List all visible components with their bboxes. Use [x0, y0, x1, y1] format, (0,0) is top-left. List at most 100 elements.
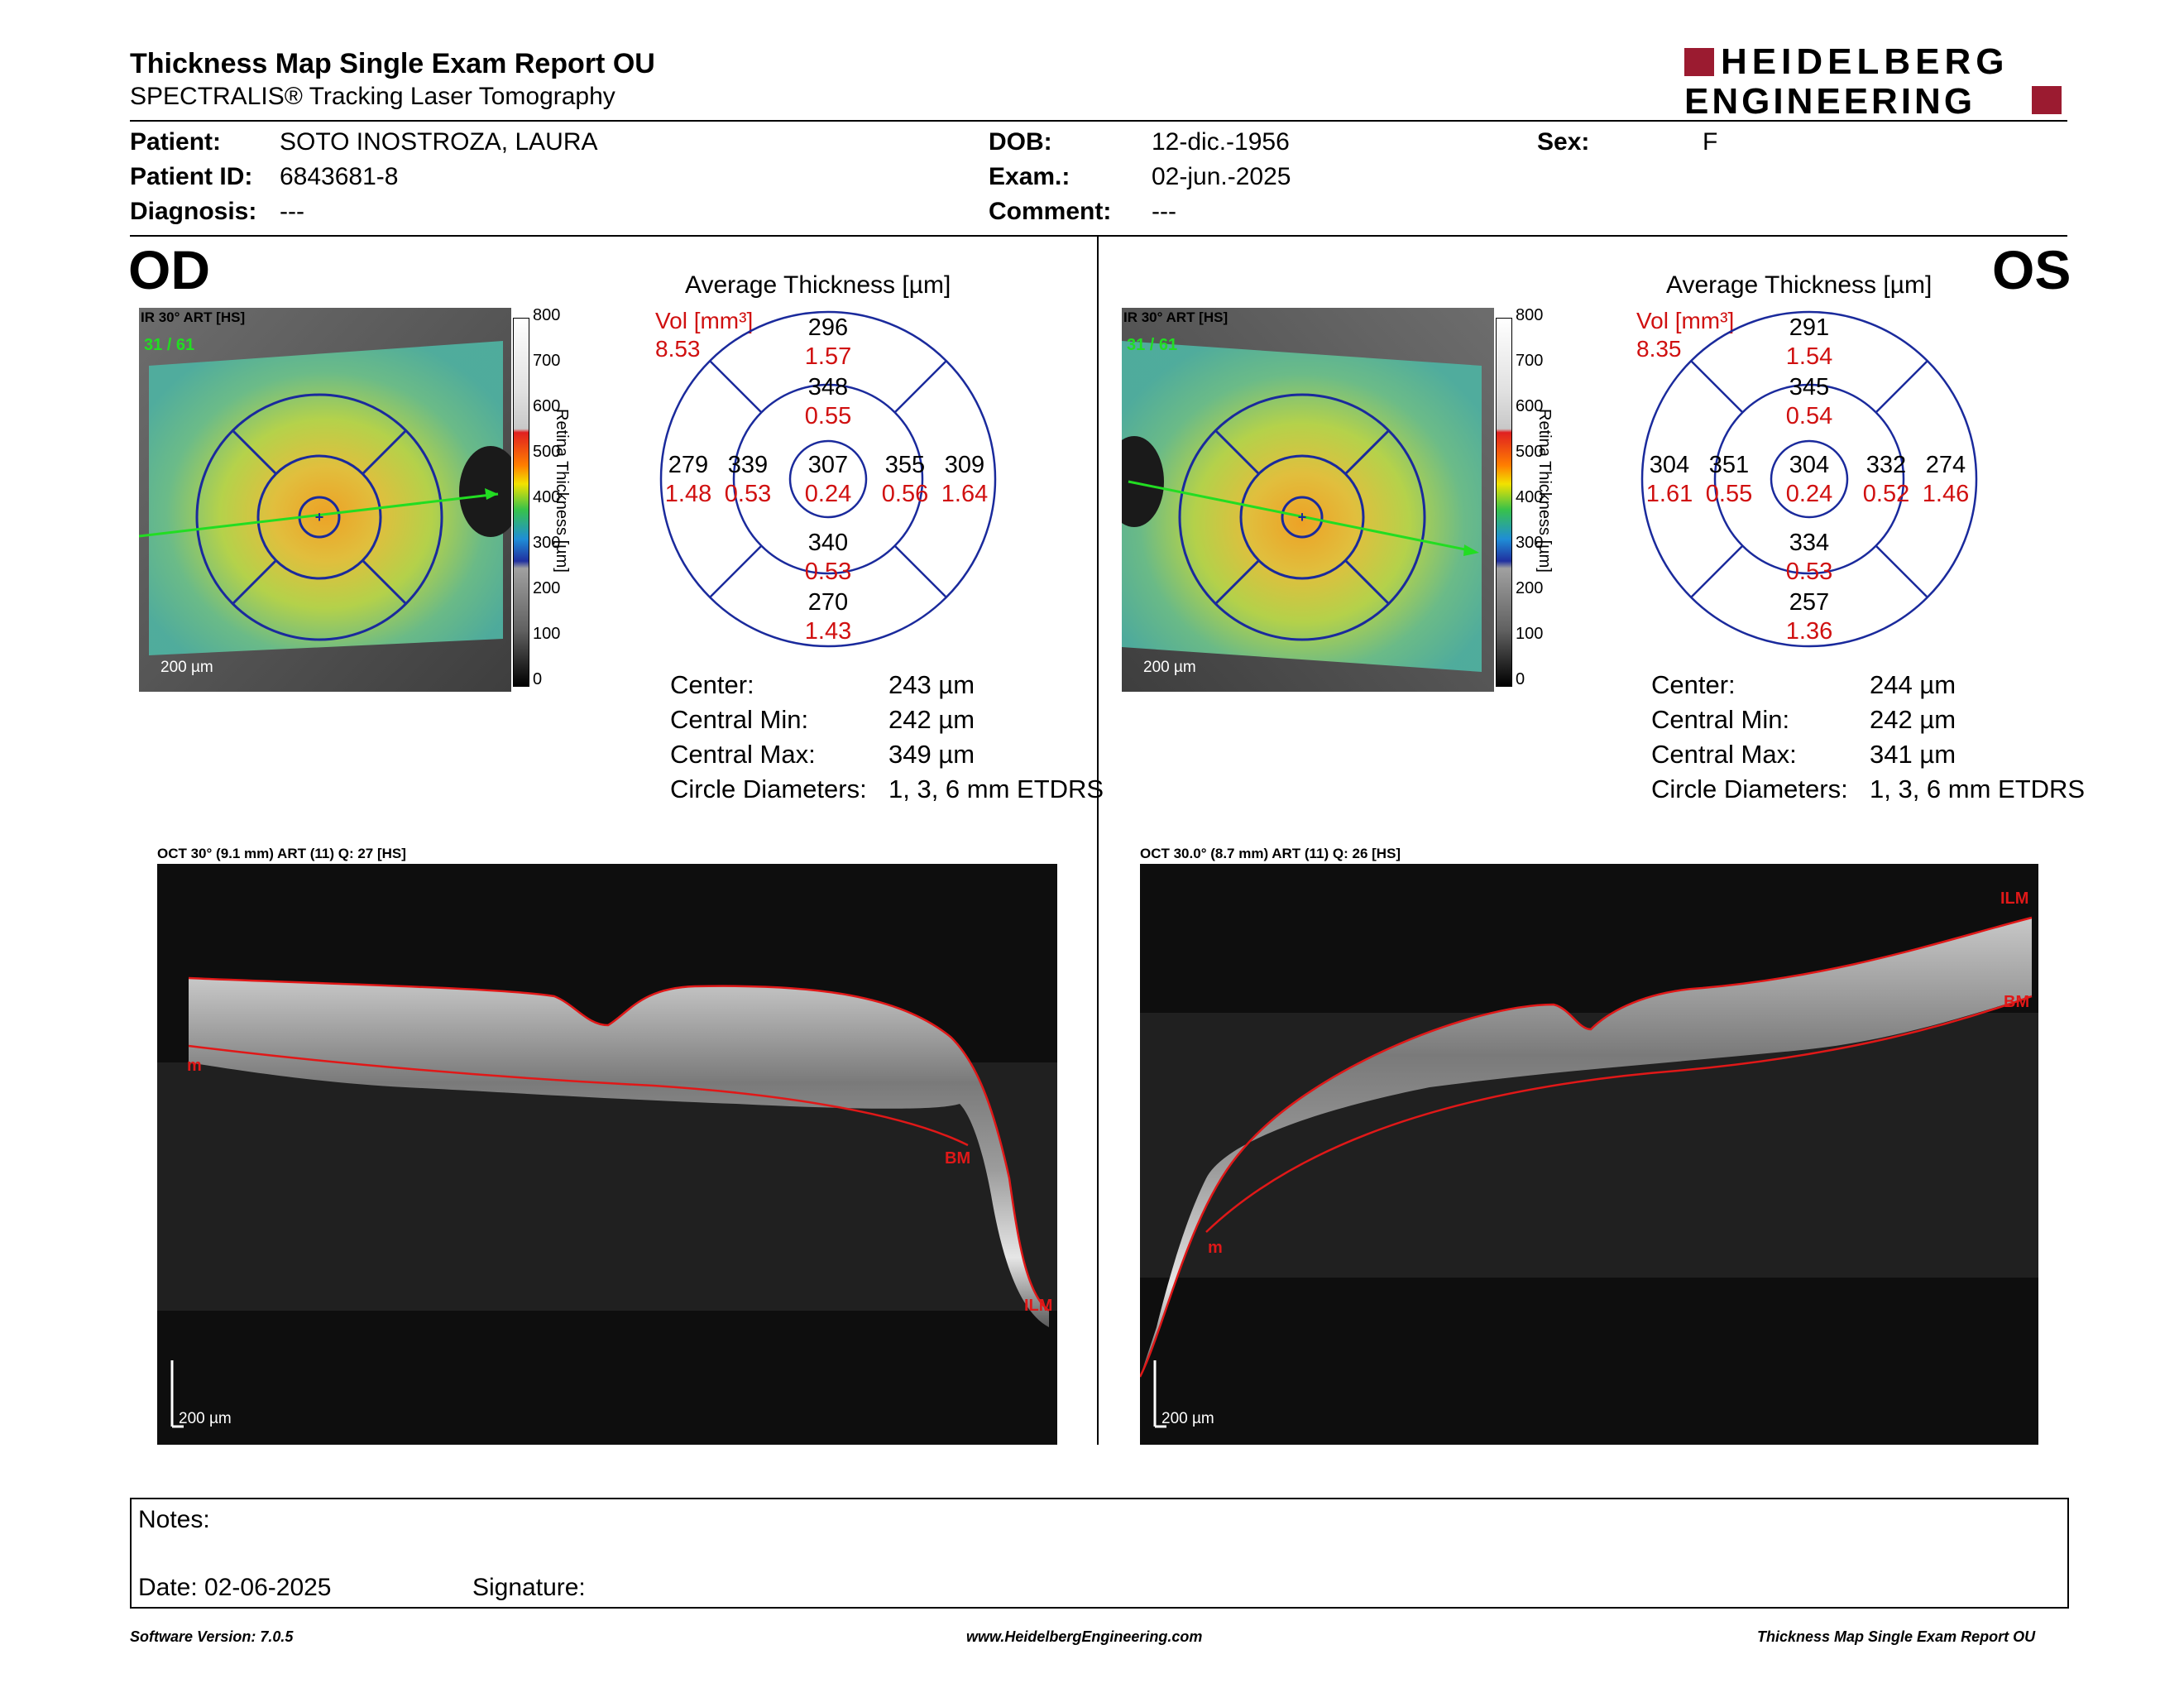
od-center-thick: 307: [807, 452, 849, 478]
tick-800-od: 800: [533, 306, 561, 324]
exam-value: 02-jun.-2025: [1152, 163, 1291, 190]
os-inner-inf-thick: 334: [1789, 530, 1830, 556]
footer-software-version: Software Version: 7.0.5: [130, 1628, 294, 1645]
dob-label: DOB:: [989, 128, 1052, 156]
vol-label-od: Vol [mm³]: [655, 308, 754, 333]
oct-scale-label-os: 200 µm: [1161, 1410, 1214, 1427]
retina-layers-os: [1140, 918, 2032, 1377]
od-outer-temp-vol: 1.48: [664, 481, 712, 507]
footer-website[interactable]: www.HeidelbergEngineering.com: [966, 1628, 1203, 1645]
od-inner-temp-vol: 0.53: [724, 481, 772, 507]
logo-red-square-bottom: [2032, 86, 2062, 114]
os-inner-temp-thick: 351: [1708, 452, 1750, 478]
patient-value: SOTO INOSTROZA, LAURA: [280, 128, 598, 156]
ilm-line-os: [1138, 916, 2033, 1378]
scan-arrow-od: [485, 488, 498, 500]
os-inner-sup-thick: 345: [1789, 374, 1830, 400]
header-divider: [130, 120, 2067, 122]
etdrs-grid-os: [1178, 393, 1426, 641]
ir-label-od: IR 30° ART [HS]: [141, 309, 246, 325]
colorbar-title-od: Retina Thickness [µm]: [553, 409, 571, 573]
tick-400-os: 400: [1516, 488, 1544, 506]
notes-label: Notes:: [138, 1506, 210, 1533]
tick-300-od: 300: [533, 534, 561, 552]
od-stat-max-value: 349 µm: [888, 740, 975, 769]
thickness-heatmap-os: [1122, 341, 1482, 672]
os-inner-temp-vol: 0.55: [1705, 481, 1753, 507]
os-center-thick: 304: [1789, 452, 1830, 478]
os-stat-min-value: 242 µm: [1870, 705, 1956, 734]
tag-ilm-od: ILM: [1024, 1297, 1052, 1315]
colorbar-os: [1496, 318, 1512, 687]
logo-line1: HEIDELBERG: [1721, 41, 2009, 82]
colorbar-ticks-os: 800 700 600 500 400 300 200 100 0: [1516, 306, 1549, 703]
od-inner-temp-thick: 339: [727, 452, 769, 478]
os-outer-nas-thick: 274: [1925, 452, 1966, 478]
report-title: Thickness Map Single Exam Report OU: [130, 48, 655, 79]
od-stat-center-value: 243 µm: [888, 670, 975, 699]
od-stat-max-label: Central Max:: [670, 740, 816, 769]
eye-label-od: OD: [128, 239, 210, 300]
notes-box: Notes: Date: 02-06-2025 Signature:: [130, 1498, 2069, 1609]
od-inner-nas-thick: 355: [884, 452, 926, 478]
tick-400-od: 400: [533, 488, 561, 506]
logo-line2: ENGINEERING: [1684, 81, 1976, 122]
tick-500-os: 500: [1516, 443, 1544, 461]
os-outer-temp-vol: 1.61: [1645, 481, 1693, 507]
bm-line-od: [188, 1044, 969, 1147]
patient-divider: [130, 235, 2067, 237]
od-stat-diam-label: Circle Diameters:: [670, 774, 867, 803]
tick-0-od: 0: [533, 670, 543, 688]
os-inner-sup-vol: 0.54: [1785, 403, 1833, 429]
os-outer-sup-vol: 1.54: [1785, 343, 1833, 370]
os-inner-nas-thick: 332: [1866, 452, 1907, 478]
tick-300-os: 300: [1516, 534, 1544, 552]
os-stat-center-value: 244 µm: [1870, 670, 1956, 699]
tag-ilm-left-od: m: [187, 1057, 202, 1075]
os-stat-min-label: Central Min:: [1651, 705, 1790, 734]
diagnosis-value: ---: [280, 198, 304, 225]
retina-layers-od: [189, 978, 1049, 1327]
os-outer-inf-vol: 1.36: [1785, 618, 1833, 645]
od-outer-inf-thick: 270: [807, 589, 849, 616]
oct-label-od: OCT 30° (9.1 mm) ART (11) Q: 27 [HS]: [157, 846, 406, 861]
comment-value: ---: [1152, 198, 1176, 225]
od-stat-diam-value: 1, 3, 6 mm ETDRS: [888, 774, 1104, 803]
od-stat-min-value: 242 µm: [888, 705, 975, 734]
od-inner-inf-thick: 340: [807, 530, 849, 556]
tick-600-os: 600: [1516, 397, 1544, 415]
frame-counter-os: 31 / 61: [1127, 336, 1178, 354]
patient-label: Patient:: [130, 128, 222, 156]
tick-100-os: 100: [1516, 625, 1544, 643]
scan-line-od: [138, 492, 499, 538]
os-outer-nas-vol: 1.46: [1922, 481, 1970, 507]
os-stat-diam-label: Circle Diameters:: [1651, 774, 1848, 803]
ilm-line-od: [188, 976, 1050, 1312]
signature-label: Signature:: [472, 1574, 586, 1601]
dob-value: 12-dic.-1956: [1152, 128, 1290, 156]
vol-total-os: 8.35: [1636, 336, 1682, 362]
bm-line-os: [1205, 995, 2033, 1233]
vol-label-os: Vol [mm³]: [1636, 308, 1735, 333]
comment-label: Comment:: [989, 198, 1112, 225]
os-stat-max-label: Central Max:: [1651, 740, 1797, 769]
tag-bm-os: BM: [2004, 993, 2029, 1011]
od-stat-min-label: Central Min:: [670, 705, 809, 734]
eye-divider: [1097, 237, 1099, 1445]
fovea-mark-os: +: [1298, 509, 1307, 525]
report-subtitle: SPECTRALIS® Tracking Laser Tomography: [130, 83, 615, 110]
sex-value: F: [1703, 128, 1718, 156]
od-center-vol: 0.24: [804, 481, 852, 507]
tag-ilm-left-os: m: [1208, 1239, 1223, 1257]
od-outer-nas-vol: 1.64: [941, 481, 989, 507]
frame-counter-od: 31 / 61: [144, 336, 195, 354]
exam-label: Exam.:: [989, 163, 1070, 190]
os-inner-nas-vol: 0.52: [1862, 481, 1910, 507]
od-stat-center-label: Center:: [670, 670, 754, 699]
os-stat-max-value: 341 µm: [1870, 740, 1956, 769]
colorbar-od: [513, 318, 529, 687]
sector-chart-os: [1640, 309, 1979, 653]
sector-chart-od: [659, 309, 998, 653]
diagnosis-label: Diagnosis:: [130, 198, 257, 225]
os-inner-inf-vol: 0.53: [1785, 559, 1833, 585]
